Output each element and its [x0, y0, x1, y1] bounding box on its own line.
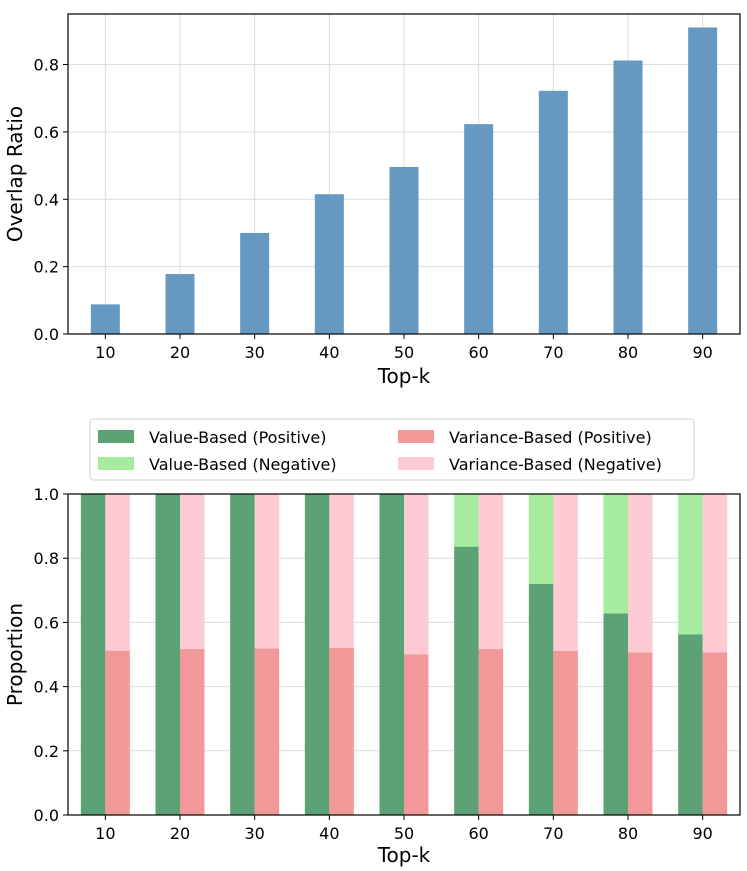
legend-swatch-variance-negative	[398, 457, 434, 470]
value-positive-bar-80	[603, 613, 628, 815]
bar-50	[389, 166, 419, 334]
proportion-chart: 0.0 0.2 0.4 0.6 0.8 1.0 10 20 30 40 50 60 70 80 90 Top…	[3, 485, 741, 867]
overlap-ratio-chart: 0.00.20.40.60.810 20 30 40 50 60 70 80 90 Top-k …	[3, 13, 741, 388]
x-axis-label: Top-k	[377, 843, 431, 867]
bar-40	[314, 194, 344, 334]
y-tick-label: 0.4	[34, 678, 59, 697]
legend-label-variance-negative: Variance-Based (Negative)	[449, 455, 662, 474]
x-tick-label: 10	[95, 343, 115, 362]
x-tick-label: 50	[394, 343, 414, 362]
value-positive-bar-70	[528, 583, 554, 815]
legend-swatch-value-negative	[98, 457, 134, 470]
value-positive-bar-90	[678, 634, 703, 815]
legend-label-value-positive: Value-Based (Positive)	[149, 428, 327, 447]
x-tick-label: 80	[618, 343, 638, 362]
value-negative-bar-60	[454, 494, 479, 547]
x-tick-label: 60	[468, 343, 488, 362]
x-tick-label: 60	[468, 824, 488, 843]
bar-10	[90, 304, 120, 334]
bars	[90, 27, 718, 334]
bar-30	[240, 232, 270, 334]
x-tick-label: 70	[543, 343, 563, 362]
value-negative-bar-80	[603, 494, 628, 614]
value-positive-bar-60	[454, 546, 479, 815]
value-positive-bar-40	[304, 494, 330, 815]
value-positive-bar-50	[379, 494, 404, 815]
variance-negative-bar-60	[478, 494, 504, 650]
x-tick-label: 20	[170, 824, 190, 843]
variance-negative-bar-10	[105, 494, 130, 651]
legend: Value-Based (Positive) Value-Based (Nega…	[89, 418, 695, 481]
y-tick-label: 0.2	[34, 258, 59, 277]
y-tick-label: 0.4	[34, 190, 59, 209]
ticks: 0.0 0.2 0.4 0.6 0.8 1.0 10 20 30 40 50 60 70 80 90	[34, 485, 713, 843]
bar-80	[613, 60, 643, 334]
value-negative-bar-70	[528, 494, 554, 584]
value-positive-bar-10	[80, 494, 106, 815]
x-tick-label: 40	[319, 343, 339, 362]
y-tick-label: 0.8	[34, 549, 59, 568]
legend-swatch-variance-positive	[398, 430, 434, 443]
value-positive-bar-20	[155, 494, 180, 815]
variance-negative-bar-50	[404, 494, 429, 655]
x-tick-label: 90	[692, 824, 712, 843]
legend-label-variance-positive: Variance-Based (Positive)	[449, 428, 652, 447]
y-tick-label: 0.0	[34, 806, 59, 825]
bar-60	[464, 124, 494, 334]
y-tick-label: 0.2	[34, 742, 59, 761]
x-tick-label: 20	[170, 343, 190, 362]
variance-positive-bar-40	[329, 647, 354, 815]
ticks: 0.0 0.2 0.4 0.6 0.8 10 20 30 40 50 60 70 80 90	[34, 56, 713, 362]
variance-positive-bar-30	[254, 648, 280, 815]
variance-positive-bar-60	[478, 649, 504, 815]
x-tick-label: 40	[319, 824, 339, 843]
variance-positive-bar-70	[553, 650, 578, 815]
legend-frame	[89, 418, 695, 481]
value-negative-bar-90	[678, 494, 703, 635]
x-tick-label: 70	[543, 824, 563, 843]
y-tick-label: 0.8	[34, 56, 59, 75]
variance-negative-bar-80	[628, 494, 653, 653]
variance-positive-bar-80	[628, 652, 653, 815]
legend-label-value-negative: Value-Based (Negative)	[149, 455, 337, 474]
y-tick-label: 0.6	[34, 123, 59, 142]
bar-20	[165, 274, 195, 334]
y-tick-label: 0.0	[34, 325, 59, 344]
bar-70	[538, 90, 568, 334]
y-axis-label: Overlap Ratio	[3, 106, 27, 242]
x-tick-label: 30	[244, 343, 264, 362]
variance-positive-bar-10	[105, 650, 130, 815]
value-positive-bar-30	[230, 494, 255, 815]
x-tick-label: 50	[394, 824, 414, 843]
bar-90	[688, 27, 718, 334]
variance-negative-bar-40	[329, 494, 354, 648]
variance-negative-bar-20	[180, 494, 205, 650]
y-axis-label: Proportion	[3, 603, 27, 706]
x-tick-label: 90	[692, 343, 712, 362]
y-tick-label: 1.0	[34, 485, 59, 504]
variance-negative-bar-70	[553, 494, 578, 651]
variance-positive-bar-50	[404, 654, 429, 815]
variance-positive-bar-20	[180, 649, 205, 815]
x-tick-label: 10	[95, 824, 115, 843]
y-tick-label: 0.6	[34, 613, 59, 632]
x-tick-label: 30	[244, 824, 264, 843]
legend-swatch-value-positive	[98, 430, 134, 443]
x-axis-label: Top-k	[377, 364, 431, 388]
variance-negative-bar-90	[702, 494, 728, 653]
bars	[80, 494, 728, 815]
variance-positive-bar-90	[702, 652, 728, 815]
variance-negative-bar-30	[254, 494, 280, 649]
x-tick-label: 80	[618, 824, 638, 843]
